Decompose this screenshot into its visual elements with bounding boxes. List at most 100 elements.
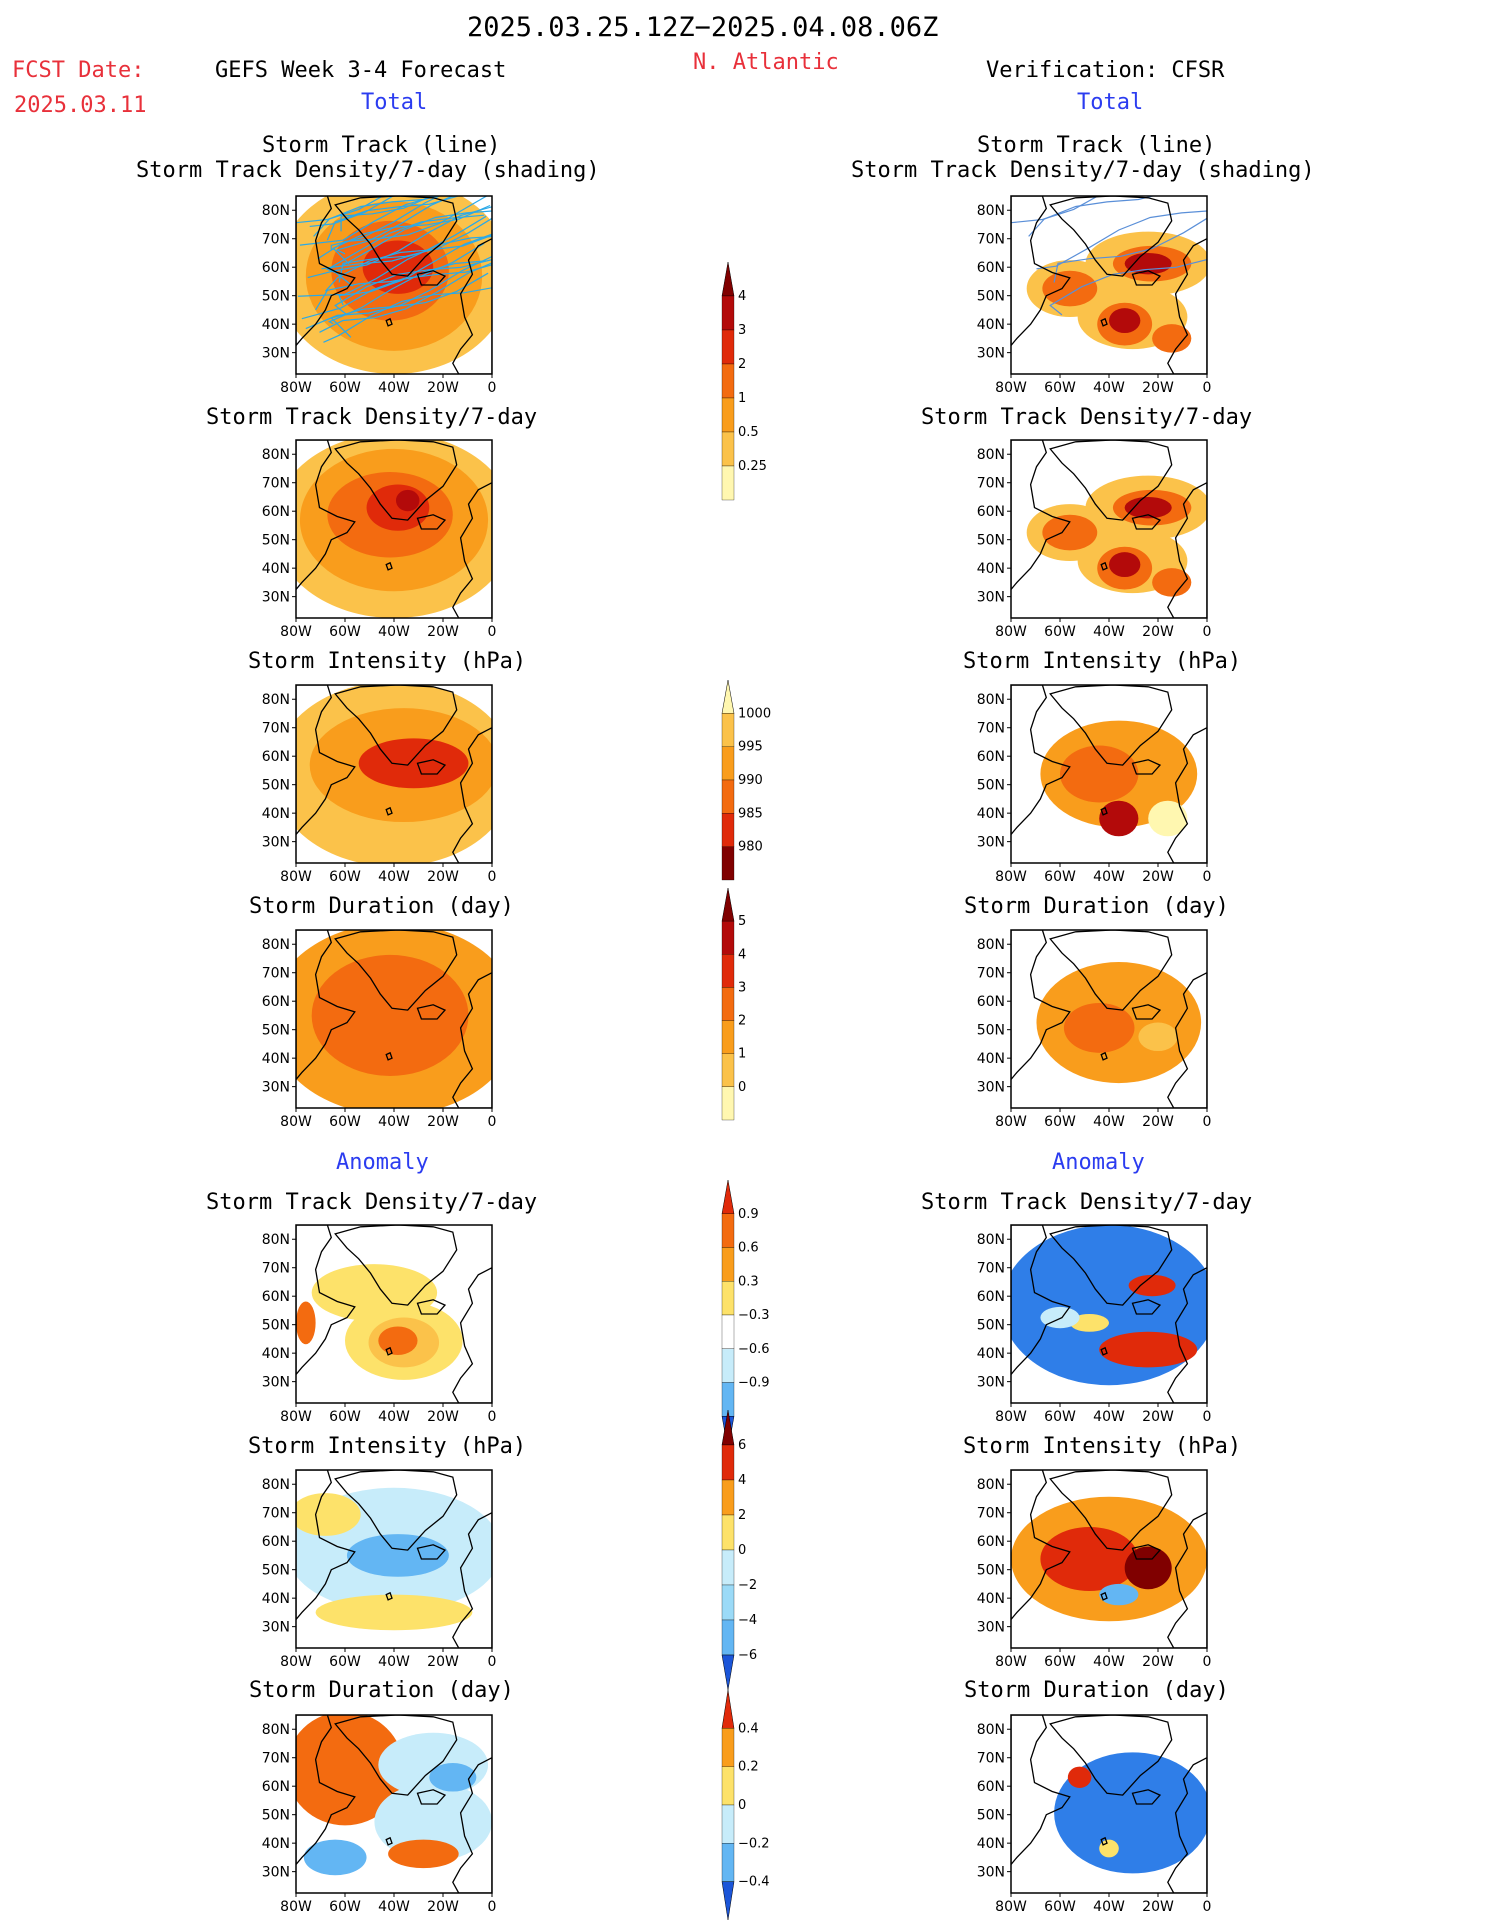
field-contour (1069, 1314, 1109, 1332)
colorbar-tick-label: −0.6 (738, 1342, 770, 1357)
lon-tick-label: 80W (995, 624, 1027, 640)
lat-tick-label: 40N (262, 1591, 290, 1607)
left-anom-intensity-title: Storm Intensity (hPa) (248, 1434, 527, 1459)
right-anom-duration-title: Storm Duration (day) (964, 1678, 1229, 1703)
lon-tick-label: 20W (427, 1409, 459, 1425)
lon-tick-label: 60W (1044, 869, 1076, 885)
field-contour (374, 1782, 492, 1861)
lat-tick-label: 50N (262, 1563, 290, 1579)
field-contour (311, 954, 469, 1076)
colorbar-tick-label: 0.6 (738, 1241, 759, 1256)
iceland-coast (416, 514, 447, 530)
colorbar-tick-label: 0.3 (738, 1274, 759, 1289)
storm-track-line (324, 234, 492, 292)
colorbar-segment (721, 746, 735, 781)
date-range: 2025.03.25.12Z−2025.04.08.06Z (467, 12, 939, 43)
lat-tick-label: 30N (977, 1375, 1005, 1391)
europe-coast (1167, 1266, 1207, 1403)
storm-track-line (1011, 196, 1099, 224)
storm-track-line (317, 196, 488, 260)
lat-tick-label: 80N (977, 447, 1005, 463)
colorbar-tick-label: 990 (738, 773, 763, 788)
island-coast (1100, 1591, 1108, 1601)
lon-tick-label: 40W (378, 1899, 410, 1915)
lon-tick-label: 0 (1203, 1409, 1212, 1425)
north-america-coast (1011, 1225, 1071, 1376)
lat-tick-label: 70N (262, 966, 290, 982)
lat-tick-label: 70N (262, 1751, 290, 1767)
map-panel-6: 80N 70N 60N 50N 40N 30N 80W 60W 40W 20W 0 (262, 1469, 496, 1670)
lat-tick-label: 70N (262, 1506, 290, 1522)
island-coast (385, 1591, 393, 1601)
lon-tick-label: 60W (1044, 1654, 1076, 1670)
left-title: GEFS Week 3-4 Forecast (215, 58, 507, 83)
island-coast (385, 1836, 393, 1846)
colorbar-tick-label: 2 (738, 1014, 746, 1029)
lon-tick-label: 20W (1142, 1114, 1174, 1130)
lon-tick-label: 60W (329, 1409, 361, 1425)
lat-tick-label: 50N (262, 1318, 290, 1334)
colorbar-tick-label: 0 (738, 1798, 746, 1813)
storm-track-line (327, 215, 487, 287)
lon-tick-label: 0 (1203, 1114, 1212, 1130)
lat-tick-label: 80N (262, 937, 290, 953)
lat-tick-label: 30N (977, 346, 1005, 362)
lon-tick-label: 60W (329, 1654, 361, 1670)
lon-tick-label: 80W (995, 1114, 1027, 1130)
lon-tick-label: 20W (1142, 869, 1174, 885)
left-anom-duration-title: Storm Duration (day) (249, 1678, 514, 1703)
colorbar-tick-label: 985 (738, 806, 763, 821)
shaded-field (296, 196, 492, 374)
map-panel-14: 80N 70N 60N 50N 40N 30N 80W 60W 40W 20W 0 (977, 1714, 1212, 1915)
lat-tick-label: 50N (977, 289, 1005, 305)
lat-tick-label: 50N (977, 533, 1005, 549)
right-anom-density-title: Storm Track Density/7-day (921, 1190, 1253, 1215)
left-track-title-2: Storm Track Density/7-day (shading) (136, 158, 600, 183)
colorbar-tick-label: 5 (738, 914, 746, 929)
field-contour (315, 1594, 473, 1631)
north-america-coast (1011, 1470, 1071, 1621)
colorbar-segment (721, 431, 735, 467)
map-panel-10: 80N 70N 60N 50N 40N 30N 80W 60W 40W 20W 0 (977, 684, 1211, 885)
lon-tick-label: 20W (1142, 624, 1174, 640)
field-contour (1040, 1526, 1139, 1592)
europe-coast (452, 481, 492, 618)
shaded-field (1011, 930, 1207, 1108)
lon-tick-label: 80W (280, 1409, 312, 1425)
right-intensity-title: Storm Intensity (hPa) (963, 649, 1242, 674)
lat-tick-label: 40N (977, 317, 1005, 333)
right-density-title: Storm Track Density/7-day (921, 405, 1253, 430)
storm-track-line (319, 262, 492, 333)
storm-track-line (326, 214, 485, 274)
lat-tick-label: 60N (262, 749, 290, 765)
shaded-field (1011, 1470, 1207, 1648)
europe-coast (452, 1756, 492, 1893)
left-anomaly-label: Anomaly (336, 1150, 429, 1175)
colorbar-tick-label: −0.3 (738, 1308, 770, 1323)
map-panel-9: 80N 70N 60N 50N 40N 30N 80W 60W 40W 20W 0 (977, 439, 1211, 640)
shaded-field (1011, 685, 1207, 863)
right-title: Verification: CFSR (986, 58, 1225, 83)
iceland-coast (1131, 270, 1162, 286)
field-contour (296, 1715, 404, 1826)
left-density-title: Storm Track Density/7-day (206, 405, 538, 430)
shaded-field (1011, 1225, 1207, 1403)
lon-tick-label: 20W (427, 624, 459, 640)
field-contour (303, 1839, 367, 1876)
colorbar-arrow-top (721, 1689, 735, 1729)
lon-tick-label: 60W (1044, 624, 1076, 640)
lat-tick-label: 80N (977, 1722, 1005, 1738)
lon-tick-label: 40W (1093, 624, 1125, 640)
iceland-coast (416, 1299, 447, 1315)
lat-tick-label: 70N (977, 966, 1005, 982)
lon-tick-label: 20W (427, 1899, 459, 1915)
north-america-coast (1011, 440, 1071, 591)
lat-tick-label: 70N (977, 1506, 1005, 1522)
field-contour (1042, 270, 1098, 307)
lat-tick-label: 80N (262, 692, 290, 708)
lat-tick-label: 40N (262, 806, 290, 822)
iceland-coast (1131, 1544, 1162, 1560)
lat-tick-label: 70N (977, 1751, 1005, 1767)
lon-tick-label: 0 (1203, 1899, 1212, 1915)
colorbar-tick-label: −0.2 (738, 1836, 770, 1851)
